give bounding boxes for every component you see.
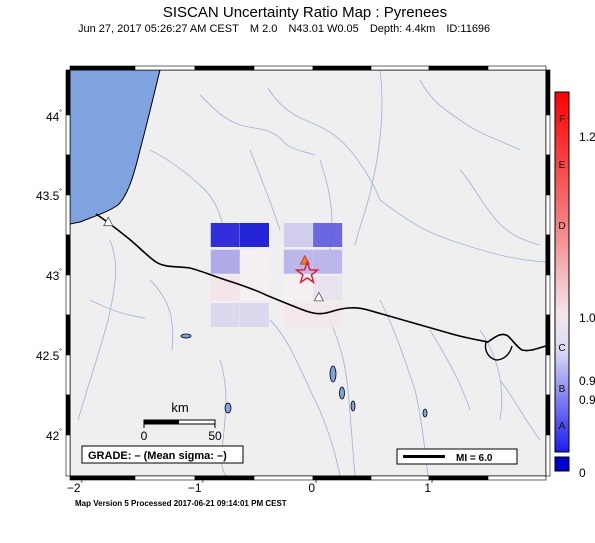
uncertainty-cell [240, 303, 269, 327]
lat-label: 42˚ [46, 428, 62, 443]
frame-tick [65, 154, 71, 196]
colorbar-letter: C [558, 343, 565, 354]
event-depth: Depth: 4.4km [369, 23, 436, 35]
frame-tick [65, 434, 71, 477]
frame-tick [545, 354, 551, 396]
uncertainty-cell [210, 223, 240, 247]
frame-ticks [65, 65, 551, 481]
frame-tick [65, 194, 71, 236]
uncertainty-cell [240, 249, 269, 274]
colorbar-letter: F [559, 114, 565, 125]
france-spain-border [95, 213, 546, 352]
grade-text: GRADE: – (Mean sigma: –) [88, 450, 227, 462]
event-location: N43.01 W0.05 [288, 23, 359, 35]
reservoirs [180, 333, 428, 418]
frame-tick [545, 69, 551, 116]
colorbar-bottom-swatch [554, 456, 570, 472]
frame-tick [428, 65, 489, 71]
event-id: ID:11696 [446, 23, 491, 35]
station-triangle-icon [313, 291, 325, 302]
event-summary: Jun 27, 2017 05:26:27 AM CEST M 2.0 N43.… [78, 23, 498, 35]
frame-tick [194, 65, 255, 71]
uncertainty-cell [283, 276, 313, 301]
frame-tick [65, 394, 71, 436]
frame-tick [545, 194, 551, 236]
colorbar-value: 0 [579, 466, 586, 480]
colorbar-value: 0.9 [579, 393, 595, 407]
colorbar-letter: E [559, 160, 566, 171]
frame-tick [545, 114, 551, 156]
colorbar-gradient [554, 91, 570, 453]
frame-tick [253, 475, 314, 481]
colorbar-value: 0.9 [579, 374, 595, 388]
uncertainty-cell [313, 223, 343, 247]
colorbar-value: 1.2 [579, 130, 595, 144]
mi-text: MI = 6.0 [456, 453, 493, 464]
uncertainty-cell [240, 223, 269, 247]
frame-tick [545, 154, 551, 196]
station-triangle-icon [103, 216, 114, 227]
lat-label: 42.5˚ [36, 348, 62, 363]
frame-tick [65, 354, 71, 396]
frame-tick [253, 65, 314, 71]
frame-tick [65, 114, 71, 156]
bay-of-biscay [70, 70, 161, 225]
frame-tick [545, 314, 551, 356]
frame-tick [69, 65, 136, 71]
lat-label: 43˚ [46, 268, 62, 283]
lon-label: −1˚ [188, 480, 205, 495]
scale-bar: km 0 50 [141, 400, 222, 443]
frame-tick [312, 65, 372, 71]
map-title: SISCAN Uncertainty Ratio Map : Pyrenees [162, 4, 448, 21]
frame-tick [487, 65, 547, 71]
frame-tick [545, 434, 551, 477]
frame-tick [487, 475, 547, 481]
scale-end: 50 [208, 429, 222, 443]
latitude-labels: 44˚ 43.5˚ 43˚ 42.5˚ 42˚ [36, 109, 62, 443]
frame-tick [545, 274, 551, 316]
frame-tick [545, 234, 551, 276]
frame-tick [65, 69, 71, 116]
frame-tick [370, 475, 430, 481]
frame-tick [65, 274, 71, 316]
colorbar-value: 1.0 [579, 311, 595, 325]
frame-tick [134, 475, 196, 481]
mi-box: MI = 6.0 [396, 448, 518, 465]
uncertainty-cell [240, 276, 269, 301]
river-network [77, 70, 546, 476]
uncertainty-cell [210, 249, 240, 274]
frame-tick [312, 475, 372, 481]
frame-tick [545, 394, 551, 436]
colorbar-letter: D [558, 221, 565, 232]
colorbar-letter: B [559, 384, 566, 395]
scale-start: 0 [141, 429, 148, 443]
colorbar-letter: A [559, 421, 566, 432]
frame-tick [65, 314, 71, 356]
longitude-labels: −2˚ −1˚ 0˚ 1˚ [67, 480, 434, 495]
frame-tick [428, 475, 489, 481]
frame-tick [134, 65, 196, 71]
event-datetime: Jun 27, 2017 05:26:27 AM CEST [78, 23, 239, 35]
uncertainty-cell [283, 223, 313, 247]
lon-label: 1˚ [424, 480, 434, 495]
grade-box: GRADE: – (Mean sigma: –) [81, 445, 244, 464]
uncertainty-cell [283, 303, 313, 327]
andorra-border [484, 341, 513, 361]
uncertainty-grid [210, 223, 343, 327]
lat-label: 43.5˚ [36, 188, 62, 203]
scale-unit: km [171, 400, 188, 415]
lon-label: 0˚ [308, 480, 318, 495]
frame-tick [370, 65, 430, 71]
uncertainty-cell [313, 303, 343, 327]
lon-label: −2˚ [67, 480, 84, 495]
lat-label: 44˚ [46, 109, 62, 124]
colorbar: F E D C B A 1.2 1.0 0.9 0.9 0 [554, 91, 595, 480]
frame-tick [65, 234, 71, 276]
uncertainty-cell [210, 303, 240, 327]
event-magnitude: M 2.0 [249, 23, 278, 35]
epicenter-star-icon [294, 260, 320, 284]
map-version-footer: Map Version 5 Processed 2017-06-21 09:14… [75, 499, 287, 508]
